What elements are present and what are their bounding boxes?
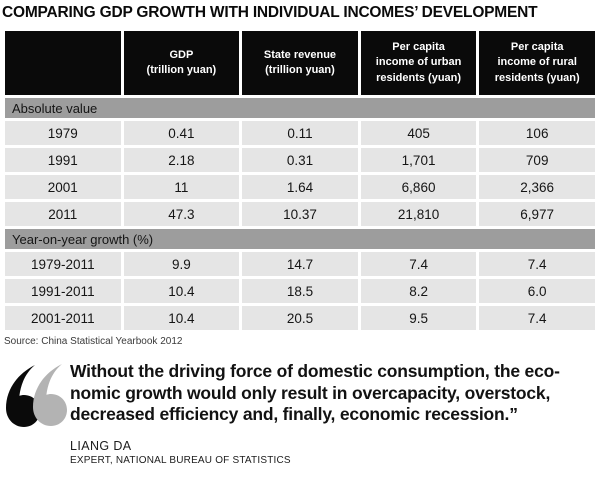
value-cell: 7.4	[479, 306, 595, 330]
value-cell: 6,860	[360, 175, 477, 199]
open-quote-icon	[4, 360, 70, 466]
value-cell: 7.4	[360, 252, 477, 276]
table-row-2001: 2001 11 1.64 6,860 2,366	[5, 175, 595, 199]
value-cell: 6.0	[479, 279, 595, 303]
value-cell: 11	[123, 175, 240, 199]
table-row-1991: 1991 2.18 0.31 1,701 709	[5, 148, 595, 172]
section-label: Year-on-year growth (%)	[5, 229, 595, 249]
value-cell: 9.5	[360, 306, 477, 330]
table-row-2011: 2011 47.3 10.37 21,810 6,977	[5, 202, 595, 226]
value-cell: 47.3	[123, 202, 240, 226]
value-cell: 18.5	[242, 279, 358, 303]
col-header-gdp: GDP (trillion yuan)	[123, 31, 240, 95]
value-cell: 6,977	[479, 202, 595, 226]
value-cell: 0.31	[242, 148, 358, 172]
table-row-2001-2011: 2001-2011 10.4 20.5 9.5 7.4	[5, 306, 595, 330]
value-cell: 8.2	[360, 279, 477, 303]
table-row-1979-2011: 1979-2011 9.9 14.7 7.4 7.4	[5, 252, 595, 276]
value-cell: 405	[360, 121, 477, 145]
value-cell: 2,366	[479, 175, 595, 199]
row-label-cell: 2011	[5, 202, 121, 226]
table-row-1991-2011: 1991-2011 10.4 18.5 8.2 6.0	[5, 279, 595, 303]
value-cell: 21,810	[360, 202, 477, 226]
col-header-urban-income: Per capita income of urban residents (yu…	[360, 31, 477, 95]
quote-author: LIANG DA	[70, 438, 132, 453]
section-bar-absolute-value: Absolute value	[5, 98, 595, 118]
quote-block: Without the driving force of domestic co…	[2, 360, 598, 466]
page-title: COMPARING GDP GROWTH WITH INDIVIDUAL INC…	[2, 4, 538, 21]
row-label-cell: 2001-2011	[5, 306, 121, 330]
col-header-empty	[5, 31, 121, 95]
row-label-cell: 1979	[5, 121, 121, 145]
value-cell: 7.4	[479, 252, 595, 276]
source-note: Source: China Statistical Yearbook 2012	[4, 336, 183, 347]
value-cell: 1.64	[242, 175, 358, 199]
value-cell: 10.37	[242, 202, 358, 226]
quote-author-title: EXPERT, NATIONAL BUREAU OF STATISTICS	[70, 454, 291, 466]
section-bar-yoy-growth: Year-on-year growth (%)	[5, 229, 595, 249]
value-cell: 106	[479, 121, 595, 145]
quote-text-line: nomic growth would only result in overca…	[70, 382, 551, 403]
row-label-cell: 1991-2011	[5, 279, 121, 303]
table-header-row: GDP (trillion yuan) State revenue (trill…	[5, 31, 595, 95]
row-label-cell: 2001	[5, 175, 121, 199]
value-cell: 709	[479, 148, 595, 172]
quote-text-line: decreased efficiency and, finally, econo…	[70, 404, 518, 424]
table-row-1979: 1979 0.41 0.11 405 106	[5, 121, 595, 145]
row-label-cell: 1979-2011	[5, 252, 121, 276]
value-cell: 1,701	[360, 148, 477, 172]
section-label: Absolute value	[5, 98, 595, 118]
quote-body: Without the driving force of domestic co…	[70, 360, 598, 466]
row-label-cell: 1991	[5, 148, 121, 172]
value-cell: 20.5	[242, 306, 358, 330]
gdp-income-table: GDP (trillion yuan) State revenue (trill…	[2, 28, 598, 333]
value-cell: 2.18	[123, 148, 240, 172]
value-cell: 9.9	[123, 252, 240, 276]
value-cell: 0.11	[242, 121, 358, 145]
col-header-state-revenue: State revenue (trillion yuan)	[242, 31, 358, 95]
value-cell: 10.4	[123, 279, 240, 303]
value-cell: 14.7	[242, 252, 358, 276]
value-cell: 10.4	[123, 306, 240, 330]
col-header-rural-income: Per capita income of rural residents (yu…	[479, 31, 595, 95]
value-cell: 0.41	[123, 121, 240, 145]
quote-text-line: Without the driving force of domestic co…	[70, 361, 560, 381]
